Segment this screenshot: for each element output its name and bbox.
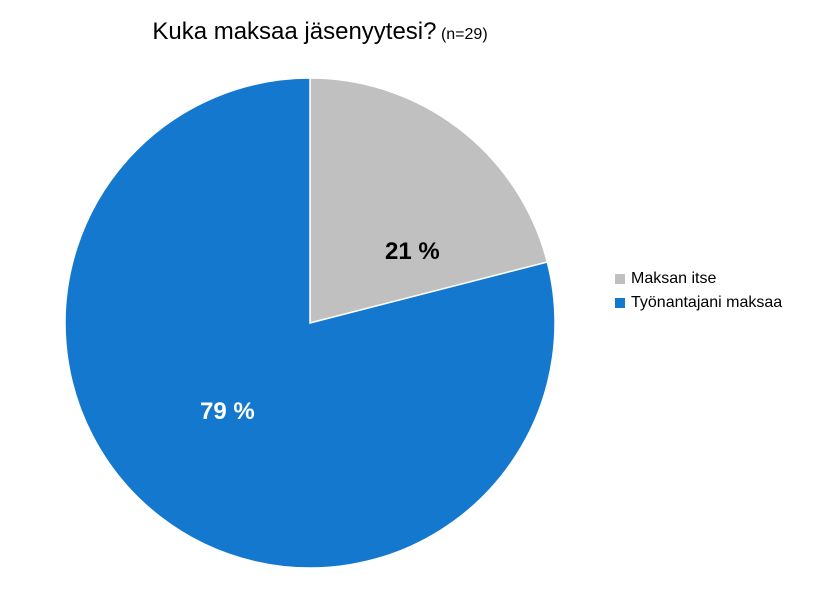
title-main: Kuka maksaa jäsenyytesi? xyxy=(152,18,436,45)
legend-label-0: Maksan itse xyxy=(631,270,716,288)
legend-swatch-1 xyxy=(615,298,625,308)
legend: Maksan itse Työnantajani maksaa xyxy=(615,270,782,318)
slice-label-1: 79 % xyxy=(200,398,255,426)
slice-label-0: 21 % xyxy=(385,238,440,266)
legend-label-1: Työnantajani maksaa xyxy=(631,294,782,312)
legend-item-0: Maksan itse xyxy=(615,270,782,288)
legend-swatch-0 xyxy=(615,274,625,284)
legend-item-1: Työnantajani maksaa xyxy=(615,294,782,312)
title-sub: (n=29) xyxy=(441,26,488,43)
pie-svg xyxy=(65,78,555,568)
chart-title: Kuka maksaa jäsenyytesi? (n=29) xyxy=(0,18,640,46)
pie-chart: 21 % 79 % xyxy=(65,78,555,568)
